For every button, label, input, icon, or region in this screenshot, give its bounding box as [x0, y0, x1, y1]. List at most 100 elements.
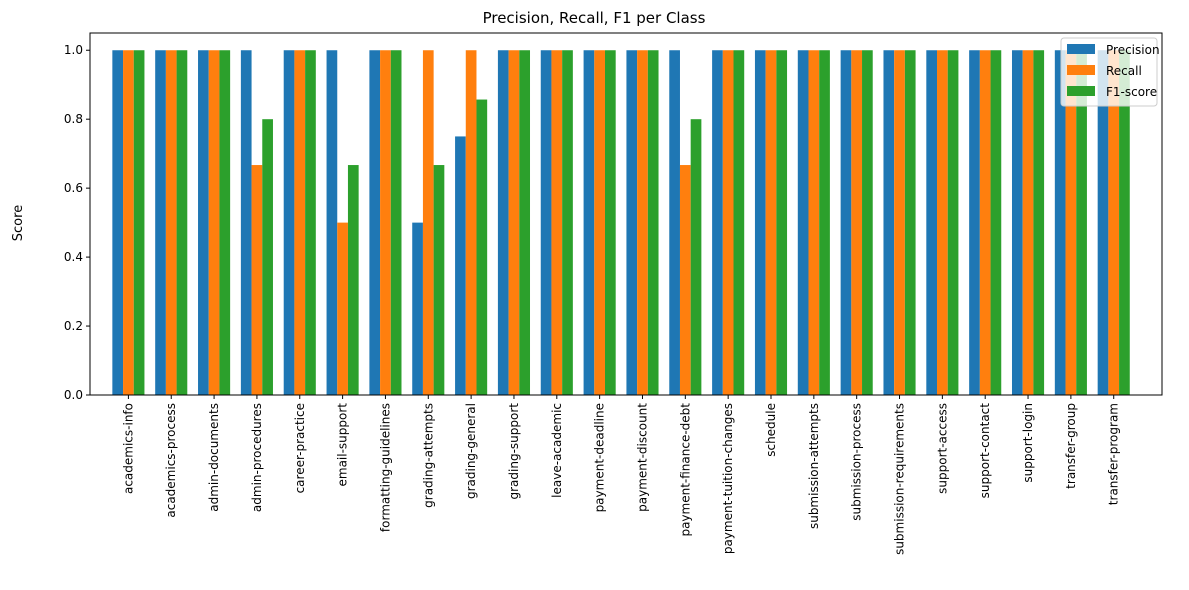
bar-f1-score-transfer-program: [1119, 50, 1130, 396]
bar-precision-support-contact: [969, 50, 980, 396]
y-tick-label: 0.6: [64, 181, 83, 195]
x-tick-label: submission-attempts: [807, 403, 821, 529]
bar-precision-email-support: [326, 50, 338, 396]
bar-f1-score-support-access: [947, 50, 959, 396]
bar-recall-grading-support: [508, 50, 520, 396]
x-tick-label: support-access: [935, 403, 949, 494]
bar-precision-payment-discount: [626, 50, 638, 396]
bar-f1-score-schedule: [776, 50, 788, 396]
x-tick-label: academics-process: [164, 403, 178, 518]
axes-frame: [89, 32, 1163, 396]
bar-f1-score-career-practice: [305, 50, 316, 396]
bar-recall-academics-info: [123, 50, 134, 396]
bar-precision-grading-attempts: [412, 222, 423, 395]
bar-precision-formatting-guidelines: [369, 50, 381, 396]
bar-recall-academics-process: [165, 50, 177, 396]
bar-f1-score-submission-requirements: [904, 50, 916, 396]
bar-precision-academics-process: [155, 50, 166, 396]
bar-precision-submission-requirements: [883, 50, 895, 396]
bar-f1-score-support-contact: [990, 50, 1002, 396]
bar-precision-submission-process: [840, 50, 852, 396]
x-tick-label: schedule: [764, 403, 778, 457]
bar-recall-payment-tuition-changes: [722, 50, 734, 396]
x-axis: academics-info academics-process admin-doc…: [121, 395, 1121, 555]
legend-label: Recall: [1106, 64, 1142, 78]
bar-precision-schedule: [754, 50, 766, 396]
bar-f1-score-submission-attempts: [819, 50, 830, 396]
bar-recall-submission-requirements: [894, 50, 905, 396]
bar-f1-score-transfer-group: [1076, 50, 1087, 396]
x-tick-label: grading-support: [507, 403, 521, 500]
bar-precision-leave-academic: [540, 50, 552, 396]
x-tick-label: email-support: [336, 403, 350, 487]
bar-recall-support-access: [937, 50, 948, 396]
bar-f1-score-support-login: [1033, 50, 1045, 396]
bar-f1-score-admin-procedures: [262, 119, 273, 395]
bar-f1-score-grading-general: [476, 99, 488, 395]
chart-title: Precision, Recall, F1 per Class: [483, 9, 706, 27]
bar-recall-payment-discount: [637, 50, 648, 396]
x-tick-label: payment-finance-debt: [678, 403, 692, 537]
bar-precision-submission-attempts: [797, 50, 809, 396]
bar-precision-career-practice: [283, 50, 295, 396]
bar-recall-admin-procedures: [251, 165, 263, 395]
x-tick-label: payment-deadline: [593, 403, 607, 512]
bar-f1-score-grading-support: [519, 50, 531, 396]
y-tick-label: 0.4: [64, 250, 83, 264]
x-tick-label: grading-general: [464, 403, 478, 499]
bar-precision-payment-finance-debt: [669, 50, 680, 396]
bar-precision-academics-info: [112, 50, 124, 396]
bar-f1-score-grading-attempts: [433, 165, 445, 395]
bar-f1-score-academics-info: [133, 50, 145, 396]
bar-recall-admin-documents: [208, 50, 220, 396]
bar-recall-support-login: [1022, 50, 1034, 396]
x-tick-label: support-contact: [978, 403, 992, 499]
bar-recall-submission-process: [851, 50, 863, 396]
bar-precision-admin-procedures: [240, 50, 252, 396]
legend-swatch: [1067, 44, 1095, 54]
bar-f1-score-payment-finance-debt: [690, 119, 702, 395]
bar-recall-transfer-group: [1065, 50, 1077, 396]
x-tick-label: payment-discount: [635, 403, 649, 512]
bar-f1-score-email-support: [347, 165, 359, 395]
bar-precision-support-login: [1011, 50, 1023, 396]
legend-label: F1-score: [1106, 85, 1157, 99]
bar-precision-transfer-program: [1097, 50, 1109, 396]
bar-precision-transfer-group: [1054, 50, 1066, 396]
bar-recall-transfer-program: [1108, 50, 1120, 396]
y-tick-label: 0.2: [64, 319, 83, 333]
bar-f1-score-formatting-guidelines: [390, 50, 402, 396]
bar-precision-payment-deadline: [583, 50, 595, 396]
x-tick-label: leave-academic: [550, 403, 564, 498]
x-tick-label: transfer-program: [1107, 403, 1121, 505]
bar-recall-leave-academic: [551, 50, 563, 396]
legend: Precision Recall F1-score: [1060, 37, 1160, 107]
bar-recall-submission-attempts: [808, 50, 820, 396]
x-tick-label: career-practice: [293, 403, 307, 493]
bar-f1-score-academics-process: [176, 50, 188, 396]
bar-recall-grading-general: [465, 50, 477, 396]
y-tick-label: 0.0: [64, 388, 83, 402]
x-tick-label: formatting-guidelines: [378, 403, 392, 532]
y-axis: 0.0 0.2 0.4 0.6 0.8 1.0: [64, 43, 90, 402]
x-tick-label: support-login: [1021, 403, 1035, 483]
bar-precision-admin-documents: [198, 50, 209, 396]
bar-precision-support-access: [926, 50, 938, 396]
legend-swatch: [1067, 65, 1095, 75]
bars-layer: [112, 50, 1130, 396]
y-tick-label: 0.8: [64, 112, 83, 126]
bar-recall-career-practice: [294, 50, 306, 396]
bar-precision-grading-general: [455, 136, 466, 395]
x-tick-label: transfer-group: [1064, 403, 1078, 489]
bar-f1-score-payment-tuition-changes: [733, 50, 745, 396]
legend-swatch: [1067, 86, 1095, 96]
x-tick-label: grading-attempts: [421, 403, 435, 508]
bar-precision-payment-tuition-changes: [712, 50, 723, 396]
x-tick-label: academics-info: [121, 403, 135, 494]
bar-f1-score-leave-academic: [562, 50, 573, 396]
bar-recall-email-support: [337, 222, 348, 395]
x-tick-label: submission-requirements: [893, 403, 907, 555]
bar-recall-payment-deadline: [594, 50, 605, 396]
y-axis-label: Score: [11, 205, 26, 241]
